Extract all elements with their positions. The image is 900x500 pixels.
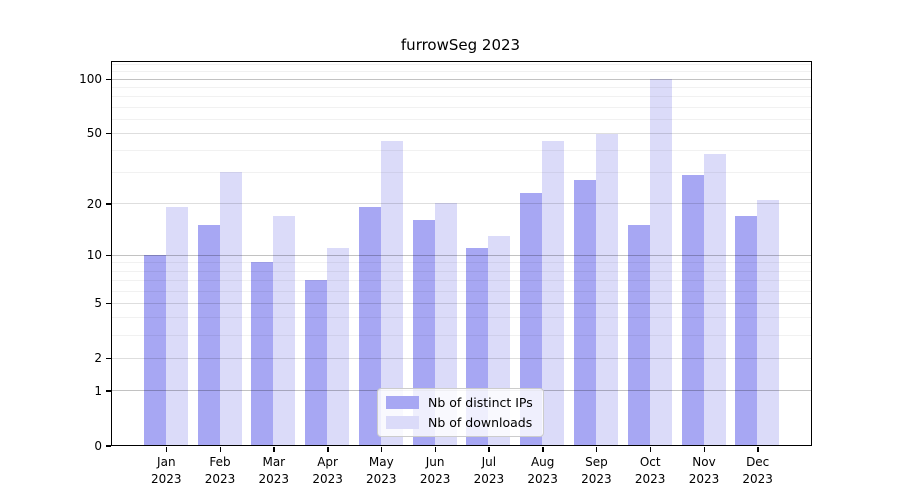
x-axis-tick-label: Sep 2023: [581, 455, 612, 486]
legend-label: Nb of distinct IPs: [428, 395, 533, 410]
bar-downloads-feb: [219, 172, 242, 445]
bar-distinct_ips-feb: [197, 224, 220, 445]
x-axis-tick-label: Jan 2023: [151, 455, 182, 486]
x-axis-tick: [380, 447, 383, 452]
grid-line-minor: [112, 86, 811, 88]
x-axis-tick-label: May 2023: [366, 455, 397, 486]
x-axis-tick-label: Jun 2023: [419, 455, 451, 486]
legend-item: Nb of downloads: [386, 415, 533, 430]
legend-swatch-distinct-ips: [386, 396, 419, 409]
bar-downloads-jan: [165, 207, 188, 445]
y-axis-tick-label: 0: [94, 438, 102, 453]
y-axis-tick: [106, 132, 111, 135]
grid-line: [112, 132, 811, 134]
y-axis-tick-label: 50: [86, 126, 102, 141]
bar-distinct_ips-apr: [305, 279, 328, 445]
x-axis-tick: [219, 447, 221, 452]
grid-line-minor: [112, 106, 811, 108]
bar-downloads-dec: [757, 199, 780, 445]
x-axis-tick-label: Feb 2023: [204, 455, 236, 486]
bar-distinct_ips-aug: [520, 192, 543, 445]
y-axis-tick: [106, 254, 111, 257]
grid-line-minor: [112, 150, 811, 152]
grid-line-minor: [112, 64, 811, 66]
bar-distinct_ips-sep: [573, 180, 596, 445]
bar-distinct_ips-oct: [627, 224, 650, 445]
bar-downloads-sep: [595, 134, 618, 445]
bar-downloads-may: [380, 141, 403, 445]
bar-downloads-apr: [327, 247, 350, 445]
x-axis-tick-label: Jul 2023: [473, 455, 505, 486]
bar-distinct_ips-mar: [251, 262, 274, 445]
y-axis-tick: [106, 302, 111, 305]
x-axis-tick: [327, 447, 329, 452]
bar-distinct_ips-dec: [735, 215, 758, 445]
y-axis-tick: [106, 390, 111, 392]
bar-distinct_ips-nov: [681, 174, 704, 445]
x-axis-tick: [165, 447, 168, 452]
x-axis-tick: [757, 447, 759, 452]
plot-area: Nb of distinct IPs Nb of downloads: [111, 61, 812, 446]
x-axis-tick: [488, 447, 490, 452]
y-axis-tick: [106, 203, 111, 205]
bar-distinct_ips-may: [358, 207, 381, 445]
bar-downloads-jun: [434, 203, 457, 445]
x-axis-tick-label: Apr 2023: [312, 455, 343, 486]
y-axis-tick: [106, 445, 111, 447]
legend-item: Nb of distinct IPs: [386, 395, 533, 410]
y-axis-tick-label: 5: [94, 296, 102, 311]
x-axis-tick-label: Mar 2023: [258, 455, 290, 486]
x-axis-tick-label: Aug 2023: [527, 455, 558, 486]
x-axis-tick: [542, 447, 544, 452]
grid-line-minor: [112, 71, 811, 72]
x-axis-tick: [434, 447, 437, 452]
y-axis-tick-label: 1: [94, 383, 102, 398]
bar-downloads-aug: [542, 141, 565, 445]
bar-downloads-oct: [649, 78, 672, 445]
legend: Nb of distinct IPs Nb of downloads: [377, 388, 544, 437]
grid-line-decade: [112, 78, 811, 80]
grid-line-minor: [112, 118, 811, 120]
y-axis-tick-label: 100: [79, 72, 102, 86]
x-axis-tick-label: Nov 2023: [688, 455, 720, 486]
y-axis-tick: [106, 78, 111, 80]
chart-title: furrowSeg 2023: [400, 36, 521, 54]
bar-distinct_ips-jan: [143, 254, 166, 445]
y-axis-tick-label: 2: [94, 351, 102, 366]
bar-downloads-mar: [273, 215, 296, 445]
grid-line-minor: [112, 96, 811, 98]
x-axis-tick-label: Dec 2023: [742, 455, 773, 486]
legend-swatch-downloads: [386, 416, 419, 429]
x-axis-tick: [595, 447, 598, 452]
y-axis-tick: [106, 357, 111, 360]
y-axis-tick-label: 10: [86, 248, 102, 263]
y-axis-tick-label: 20: [86, 196, 102, 211]
x-axis-tick-label: Oct 2023: [634, 455, 666, 486]
bar-downloads-nov: [703, 154, 726, 445]
x-axis-tick: [703, 447, 705, 452]
legend-label: Nb of downloads: [428, 415, 533, 430]
x-axis-tick: [649, 447, 652, 452]
x-axis-tick: [273, 447, 275, 452]
